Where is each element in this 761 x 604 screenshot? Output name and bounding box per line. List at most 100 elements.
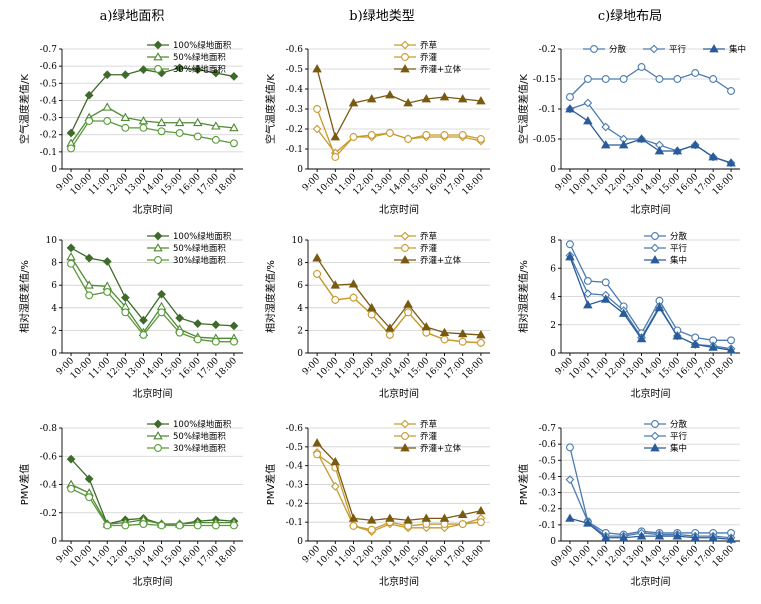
data-point <box>458 520 467 528</box>
data-point <box>313 105 322 113</box>
data-point <box>672 531 683 540</box>
y-tick-label: 0 <box>297 537 303 547</box>
series-line-1 <box>316 273 481 344</box>
data-point <box>655 75 664 83</box>
y-tick-label: -0.6 <box>286 424 304 434</box>
series-line-2 <box>70 488 234 527</box>
legend-label: 集中 <box>670 443 687 454</box>
data-point <box>709 75 718 83</box>
data-point <box>565 475 575 485</box>
legend-label: 50%绿地面积 <box>173 431 226 442</box>
data-point <box>103 288 112 296</box>
data-point <box>229 72 239 81</box>
data-point <box>193 521 202 530</box>
legend-swatch-marker <box>153 419 163 429</box>
data-point <box>138 116 149 125</box>
legend-label: 分散 <box>609 44 627 55</box>
series-line-2 <box>316 442 482 521</box>
data-point <box>211 521 220 530</box>
data-point <box>583 289 593 299</box>
y-tick-label: -0.1 <box>40 148 57 158</box>
legend-label: 平行 <box>669 44 687 55</box>
y-tick-label: 0 <box>51 537 57 547</box>
y-tick-label: -0.4 <box>286 462 304 472</box>
data-point <box>102 257 112 266</box>
data-point <box>66 454 76 464</box>
data-point <box>637 63 646 71</box>
data-point <box>385 330 394 339</box>
series-line-1 <box>316 453 481 531</box>
y-axis-label: 空气温度差值/K <box>18 74 31 144</box>
data-point <box>601 294 611 303</box>
data-point <box>330 456 341 466</box>
y-tick-label: -0.2 <box>286 125 303 135</box>
legend-label: 乔灌 <box>420 52 438 63</box>
legend-label: 平行 <box>670 431 688 442</box>
data-point <box>457 328 468 338</box>
y-axis-label: 相对湿度差值/% <box>18 260 31 333</box>
legend-swatch-marker <box>400 231 410 241</box>
series-line-0 <box>70 458 235 525</box>
y-tick-label: 6 <box>550 264 556 274</box>
data-point <box>672 146 683 155</box>
series-line-1 <box>569 255 732 350</box>
data-point <box>120 112 131 121</box>
legend-swatch-marker <box>153 231 163 241</box>
data-point <box>348 279 359 288</box>
data-point <box>385 323 395 332</box>
data-point <box>175 521 184 530</box>
y-axis-label: 空气温度差值/K <box>264 74 277 144</box>
y-tick-label: -0.5 <box>539 456 557 466</box>
data-point <box>175 328 184 337</box>
y-tick-label: -0.6 <box>40 452 58 462</box>
legend-label: 乔草 <box>420 231 438 242</box>
legend-swatch-marker <box>400 419 410 429</box>
data-point <box>348 513 359 522</box>
x-tick-label: 18:00 <box>461 172 487 198</box>
legend-label: 集中 <box>729 44 746 55</box>
legend-swatch-marker <box>400 255 410 264</box>
y-tick-label: 4 <box>51 304 57 314</box>
y-tick-label: 8 <box>297 259 303 269</box>
data-point <box>421 94 432 103</box>
data-point <box>366 515 377 524</box>
data-point <box>403 299 413 308</box>
data-point <box>157 289 166 299</box>
legend-swatch-marker <box>400 40 410 50</box>
y-tick-label: -0.1 <box>539 105 556 115</box>
data-point <box>66 243 76 253</box>
data-point <box>84 253 94 263</box>
series-line-1 <box>70 106 235 144</box>
data-point <box>583 98 593 108</box>
y-tick-label: 2 <box>51 326 57 336</box>
data-point <box>583 300 593 309</box>
data-point <box>439 327 450 337</box>
data-point <box>67 259 76 268</box>
data-point <box>618 532 629 542</box>
column-title-b: b)绿地类型 <box>349 9 414 24</box>
data-point <box>330 280 341 289</box>
data-point <box>366 94 377 103</box>
chart-b3: 0-0.1-0.2-0.3-0.4-0.5-0.69:0010:0011:001… <box>264 419 490 588</box>
data-point <box>193 117 203 127</box>
data-point <box>601 75 610 83</box>
data-point <box>476 518 485 527</box>
legend-label: 100%绿地面积 <box>173 231 232 242</box>
legend-label: 乔灌+立体 <box>420 255 462 266</box>
data-point <box>84 474 94 484</box>
data-point <box>439 513 450 522</box>
data-point <box>618 308 629 317</box>
legend-swatch-marker <box>650 431 660 441</box>
data-point <box>367 131 376 139</box>
series-line-2 <box>70 263 234 343</box>
data-point <box>403 515 413 524</box>
data-point <box>157 127 166 136</box>
legend-swatch-marker <box>154 444 162 452</box>
data-point <box>139 520 148 528</box>
data-point <box>601 122 611 132</box>
y-axis-label: 空气温度差值/K <box>517 74 530 144</box>
data-point <box>349 133 358 141</box>
data-point <box>139 65 148 74</box>
data-point <box>331 153 340 161</box>
data-point <box>193 132 202 141</box>
